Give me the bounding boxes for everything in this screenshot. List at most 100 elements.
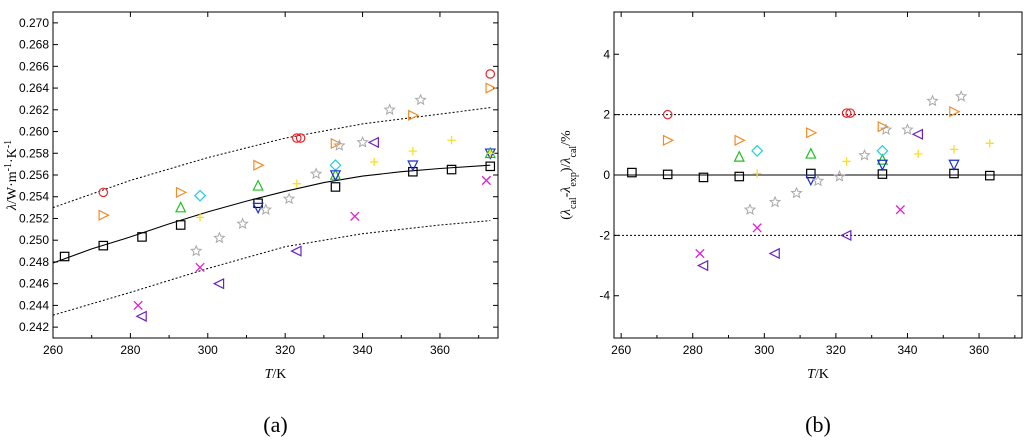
data-point-triangle-left <box>696 259 709 272</box>
y-tick-label: 0.242 <box>19 320 49 334</box>
data-point-star <box>333 139 346 151</box>
data-point-square <box>98 240 109 251</box>
data-point-square <box>734 171 745 182</box>
data-point-triangle-right <box>662 134 675 146</box>
data-point-triangle-left <box>840 229 852 242</box>
data-point-star <box>309 167 323 180</box>
data-point-triangle-right <box>877 121 889 133</box>
data-point-star <box>879 123 893 135</box>
x-axis-label: T/K <box>807 367 829 382</box>
data-point-plus <box>914 149 923 159</box>
data-point-diamond <box>751 144 764 157</box>
data-point-plus <box>949 145 959 154</box>
data-point-triangle-right <box>253 159 265 171</box>
data-point-star <box>213 231 226 244</box>
data-point-star <box>833 170 846 182</box>
data-point-circle <box>291 133 302 143</box>
data-point-triangle-right <box>949 105 961 118</box>
data-point-star <box>259 203 273 216</box>
data-point-x <box>481 175 492 186</box>
x-tick-label: 320 <box>826 343 846 357</box>
data-point-triangle-up <box>805 147 817 159</box>
bound-line <box>52 107 491 209</box>
data-point-star <box>790 186 803 199</box>
x-axis-label: T/K <box>265 367 287 382</box>
data-point-circle <box>485 69 496 79</box>
data-point-star <box>954 90 968 102</box>
data-point-x <box>752 223 762 233</box>
data-point-square <box>446 164 457 175</box>
data-point-triangle-right <box>98 209 110 221</box>
series-circle <box>662 108 856 120</box>
x-tick-label: 360 <box>969 343 989 357</box>
data-point-triangle-right <box>734 134 746 146</box>
y-tick-label: -2 <box>599 228 610 242</box>
data-point-triangle-left <box>290 245 302 257</box>
x-tick-label: 280 <box>120 343 140 357</box>
data-point-diamond <box>876 144 889 157</box>
panel-label-b: (b) <box>805 412 831 437</box>
plot-frame-a <box>52 11 499 339</box>
data-point-triangle-up <box>252 179 264 191</box>
data-point-plus <box>195 213 205 222</box>
data-point-circle <box>98 187 109 198</box>
y-tick-label: -4 <box>599 289 610 303</box>
data-point-star <box>189 244 203 257</box>
data-point-square <box>485 161 496 172</box>
data-point-square <box>662 169 673 180</box>
y-tick-label: 0.244 <box>19 298 49 312</box>
data-point-circle <box>662 109 673 120</box>
data-point-triangle-left <box>212 277 225 290</box>
fit-line <box>52 164 491 264</box>
series-plus <box>195 136 495 222</box>
data-point-star <box>356 135 369 148</box>
data-point-triangle-down <box>329 170 342 182</box>
series-x <box>133 175 492 311</box>
data-point-triangle-down <box>948 159 960 171</box>
series-diamond <box>751 144 889 157</box>
data-point-x <box>195 262 205 273</box>
series-triangle-right <box>98 82 497 221</box>
data-point-plus <box>985 139 994 148</box>
y-tick-label: 0.252 <box>19 211 49 225</box>
series-triangle-left <box>696 128 924 272</box>
data-point-triangle-up <box>175 201 187 213</box>
x-tick-label: 260 <box>611 343 631 357</box>
panel-label-a: (a) <box>263 412 287 437</box>
data-point-triangle-left <box>135 310 147 322</box>
data-point-square <box>877 169 888 179</box>
series-triangle-up <box>733 147 889 165</box>
series-triangle-right <box>662 105 961 146</box>
series-star <box>743 90 968 215</box>
data-point-star <box>926 94 939 107</box>
data-point-plus <box>292 179 301 188</box>
y-tick-label: 4 <box>603 47 610 61</box>
data-point-circle <box>841 108 852 118</box>
x-tick-label: 300 <box>754 343 774 357</box>
y-tick-label: 0.254 <box>19 190 49 204</box>
data-point-star <box>282 192 296 205</box>
bound-line <box>52 220 491 316</box>
data-point-plus <box>408 146 418 156</box>
data-point-plus <box>842 157 851 166</box>
data-point-triangle-up <box>733 150 745 162</box>
x-tick-label: 320 <box>275 343 295 357</box>
x-tick-label: 340 <box>353 343 373 357</box>
y-tick-label: 0 <box>603 168 610 182</box>
data-point-plus <box>447 136 456 145</box>
data-point-triangle-right <box>408 109 420 121</box>
series-plus <box>752 139 994 178</box>
data-point-square <box>175 220 186 230</box>
series-diamond <box>193 159 342 202</box>
y-tick-label: 0.258 <box>19 146 49 160</box>
y-tick-label: 0.266 <box>19 59 49 73</box>
data-point-plus <box>752 169 762 178</box>
chart-a-group: 260 280 300 320 340 360 0.242 0.244 0.246 0.248 0.… <box>3 11 499 437</box>
y-tick-label: 0.246 <box>19 277 49 291</box>
data-point-triangle-right <box>485 82 497 94</box>
x-tick-label: 340 <box>897 343 917 357</box>
data-point-star <box>236 217 249 230</box>
series-triangle-left <box>135 136 379 322</box>
data-point-star <box>768 195 782 208</box>
